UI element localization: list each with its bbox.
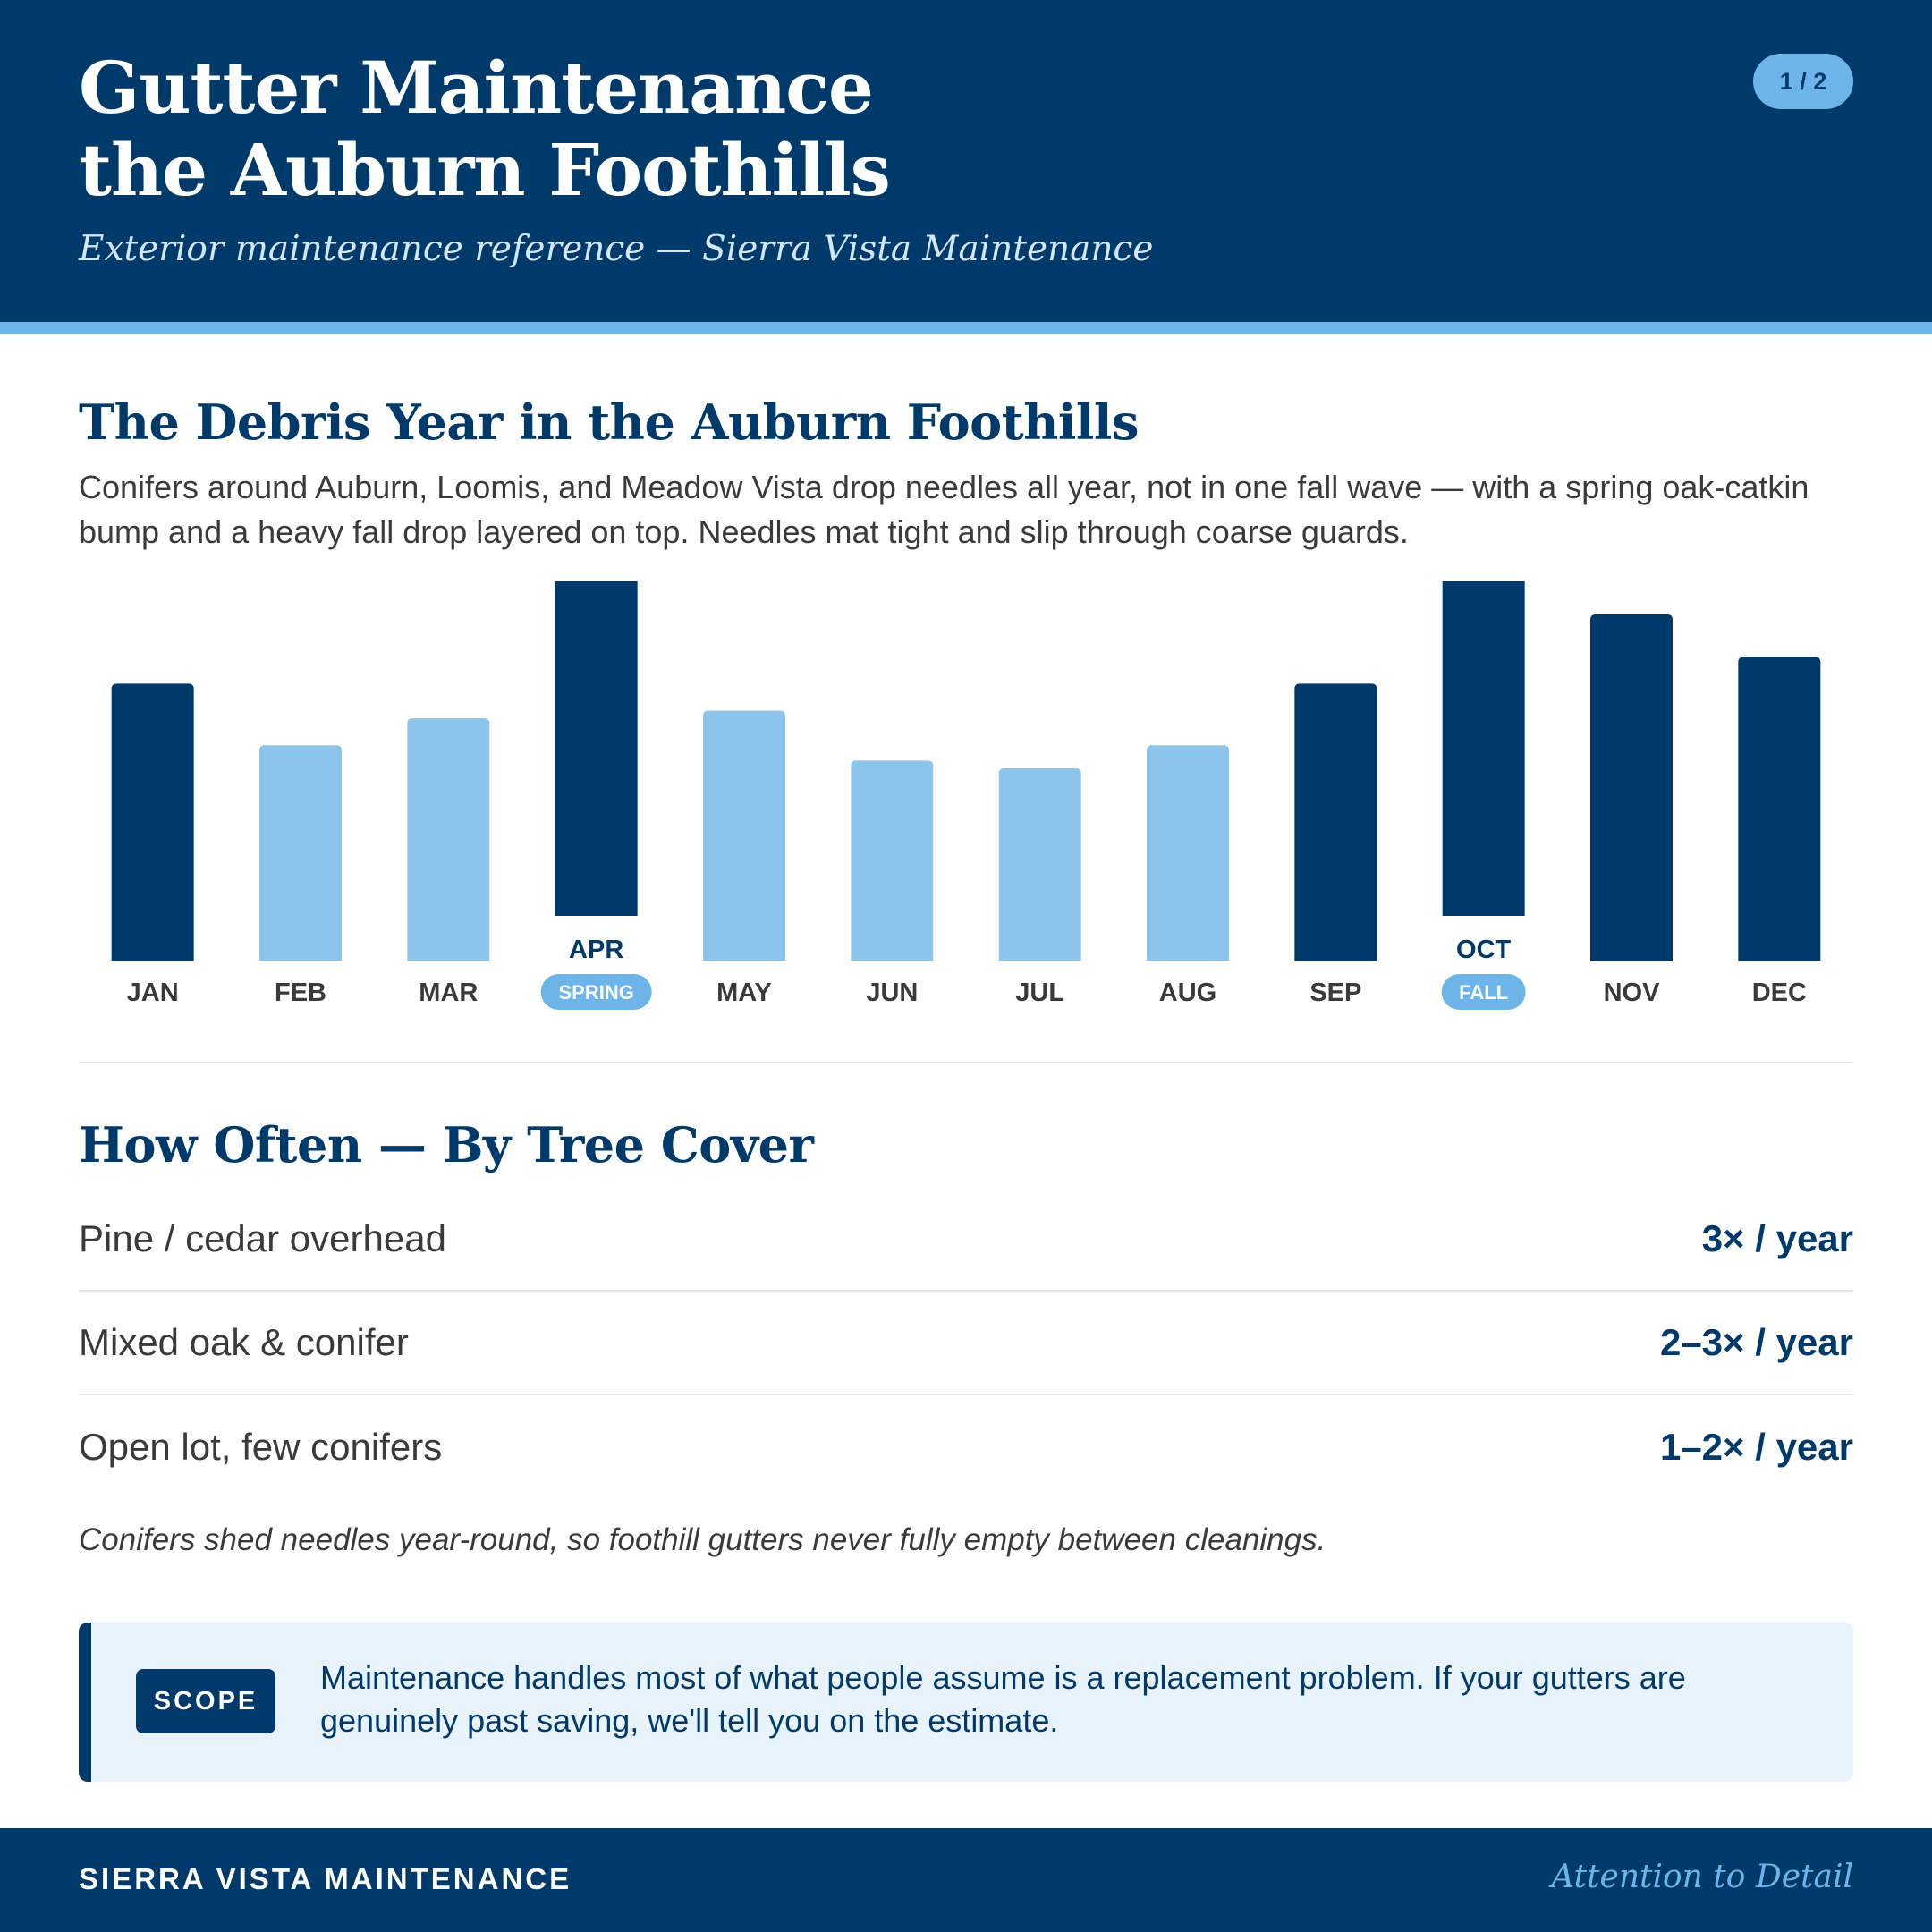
debris-intro-text: Conifers around Auburn, Loomis, and Mead… (79, 469, 1809, 550)
frequency-row-mixed: Mixed oak & conifer 2–3× / year (79, 1292, 1853, 1395)
footer-brand: SIERRA VISTA MAINTENANCE (79, 1862, 572, 1895)
bar-jul (998, 768, 1081, 961)
month-label-may: MAY (716, 979, 772, 1007)
bar-aug (1147, 745, 1229, 961)
scope-callout: SCOPE Maintenance handles most of what p… (79, 1623, 1853, 1782)
frequency-value: 3× / year (1701, 1217, 1853, 1259)
debris-section-heading: The Debris Year in the Auburn Foothills (79, 394, 1139, 451)
month-label-jun: JUN (866, 979, 918, 1007)
season-tag-spring (540, 974, 652, 1010)
month-label-jan: JAN (127, 979, 179, 1007)
frequency-label: Pine / cedar overhead (79, 1217, 446, 1259)
frequency-label: Open lot, few conifers (79, 1426, 443, 1468)
frequency-section-heading: How Often — By Tree Cover (79, 1116, 814, 1174)
header-accent-stripe (0, 322, 1932, 334)
frequency-row-pine-cedar: Pine / cedar overhead 3× / year (79, 1188, 1853, 1292)
scope-badge: SCOPE (136, 1669, 275, 1733)
month-label-sep: SEP (1309, 979, 1361, 1007)
section-divider (79, 1062, 1853, 1063)
page-indicator-badge: 1 / 2 (1753, 54, 1853, 109)
month-label-nov: NOV (1604, 979, 1661, 1007)
bar-dec (1738, 657, 1821, 961)
season-tag-label-fall: FALL (1459, 981, 1508, 1004)
bar-feb (259, 745, 342, 961)
month-label-feb: FEB (275, 979, 326, 1007)
month-label-dec: DEC (1752, 979, 1807, 1007)
frequency-label: Mixed oak & conifer (79, 1321, 409, 1363)
page-title-line-2: the Auburn Foothills (79, 128, 891, 212)
footer-bar: SIERRA VISTA MAINTENANCE Attention to De… (0, 1828, 1932, 1932)
page-title-line-1: Gutter Maintenance (79, 46, 874, 130)
season-tag-label-spring: SPRING (558, 981, 633, 1004)
frequency-value: 1–2× / year (1659, 1426, 1853, 1468)
month-label-jul: JUL (1015, 979, 1064, 1007)
month-label-mar: MAR (419, 979, 478, 1007)
month-label-apr: APR (569, 936, 623, 964)
page-title: Gutter Maintenance the Auburn Foothills (79, 47, 1420, 211)
frequency-footnote: Conifers shed needles year-round, so foo… (79, 1522, 1326, 1557)
bar-mar (407, 718, 490, 961)
scope-text: Maintenance handles most of what people … (320, 1659, 1686, 1739)
bar-apr (555, 581, 638, 916)
frequency-row-open-lot: Open lot, few conifers 1–2× / year (79, 1395, 1853, 1499)
season-tag-fall (1441, 974, 1526, 1010)
debris-bar-chart: JAN FEB MAR APR SPRING MAY JUN JUL AUG SEP OCT FALL… (111, 581, 1821, 1010)
page-subtitle: Exterior maintenance reference — Sierra … (79, 229, 1154, 269)
frequency-value: 2–3× / year (1659, 1321, 1853, 1363)
footer-tagline: Attention to Detail (1551, 1859, 1853, 1895)
bar-oct (1442, 581, 1525, 916)
bar-may (703, 710, 785, 961)
header-banner (0, 0, 1932, 322)
month-label-aug: AUG (1159, 979, 1216, 1007)
bar-nov (1590, 614, 1673, 961)
month-label-oct: OCT (1456, 936, 1512, 964)
bar-jun (851, 760, 934, 961)
bar-sep (1294, 683, 1377, 961)
bar-jan (111, 683, 194, 961)
